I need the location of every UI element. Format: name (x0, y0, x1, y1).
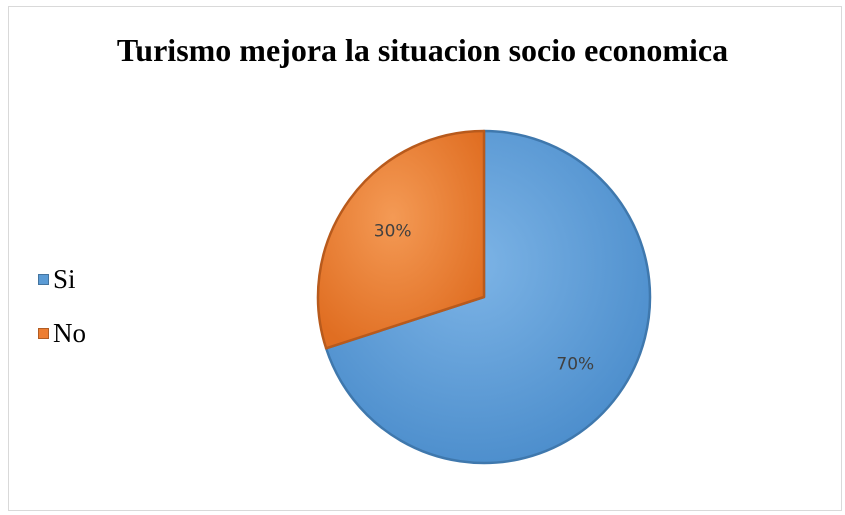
data-label-no: 30% (374, 222, 412, 242)
legend-label-si: Si (53, 263, 76, 294)
chart-title: Turismo mejora la situacion socio econom… (116, 32, 729, 68)
legend-item-no: No (38, 306, 86, 360)
data-label-si: 70% (556, 354, 594, 374)
legend: Si No (38, 252, 86, 360)
legend-swatch-no (38, 327, 49, 339)
legend-label-no: No (53, 317, 86, 348)
legend-item-si: Si (38, 252, 86, 306)
pie-slice-no (316, 129, 486, 350)
legend-swatch-si (38, 273, 49, 285)
pie-slice-si (324, 129, 652, 465)
